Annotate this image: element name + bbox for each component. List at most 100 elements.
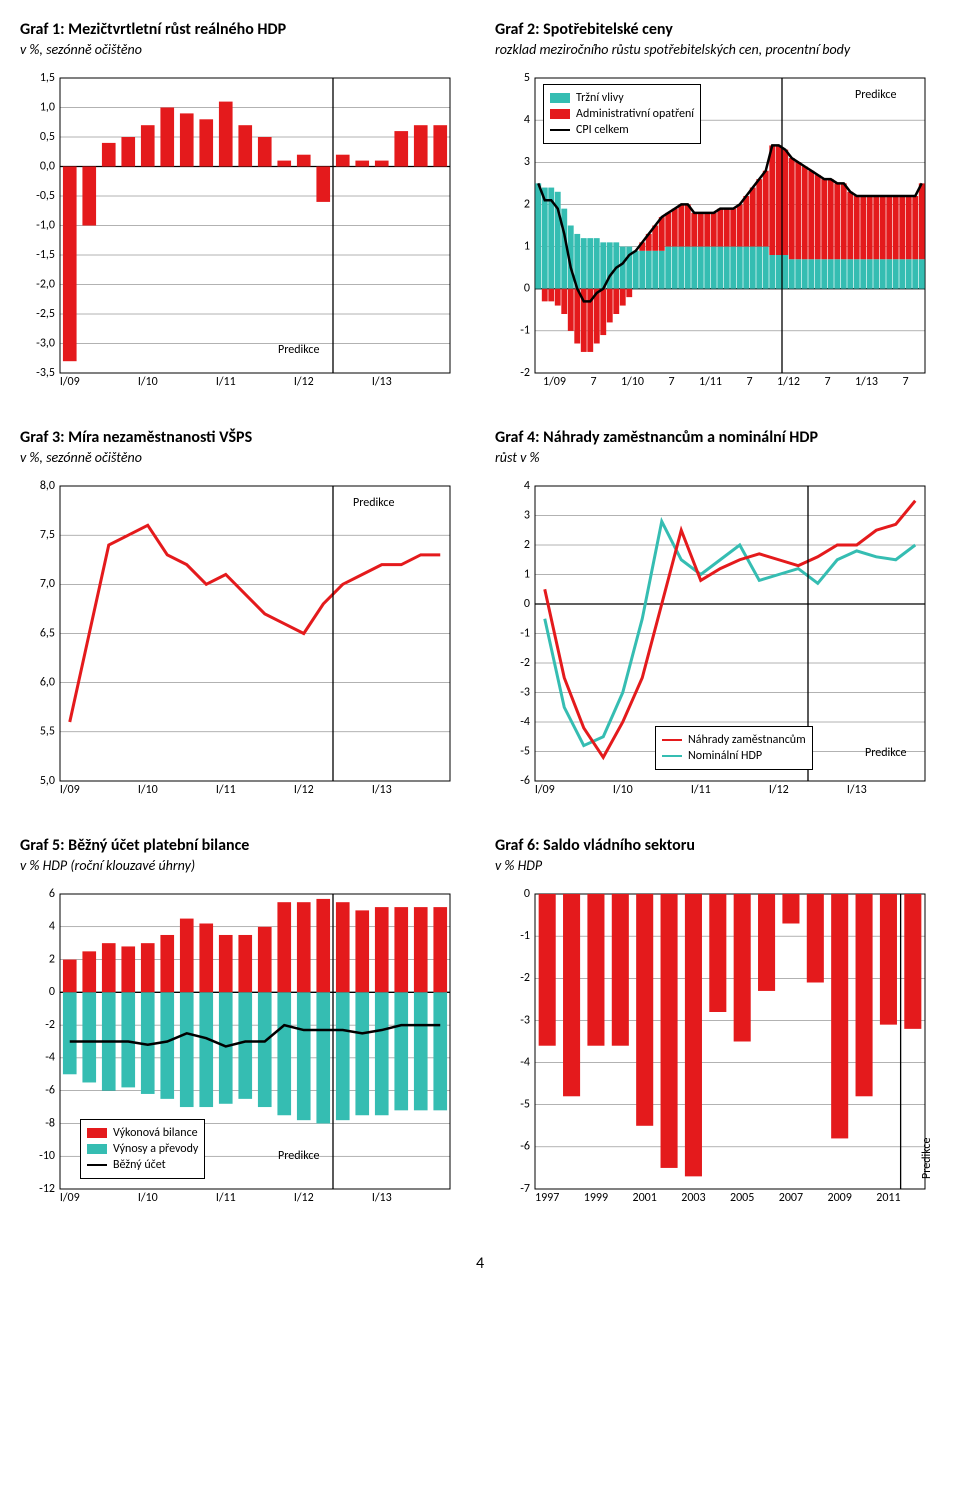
legend-line-black	[550, 129, 570, 131]
svg-text:7,5: 7,5	[40, 528, 55, 542]
chart-5-plot: -12-10-8-6-4-20246I/09I/10I/11I/12I/13 V…	[20, 884, 465, 1214]
svg-text:0: 0	[524, 887, 530, 901]
svg-text:1/11: 1/11	[699, 375, 722, 389]
svg-text:I/11: I/11	[216, 375, 236, 389]
svg-text:6: 6	[49, 887, 55, 901]
legend-line-black	[87, 1164, 107, 1166]
chart-3-predikce-label: Predikce	[353, 496, 394, 510]
svg-text:7: 7	[590, 375, 596, 389]
svg-text:I/11: I/11	[216, 783, 236, 797]
legend-swatch-teal	[550, 93, 570, 103]
svg-text:I/12: I/12	[294, 1191, 314, 1205]
legend-label-nahrady: Náhrady zaměstnancům	[688, 733, 806, 747]
svg-text:-1: -1	[520, 929, 530, 943]
svg-text:7: 7	[902, 375, 908, 389]
svg-text:-6: -6	[520, 1140, 530, 1154]
svg-text:3: 3	[524, 155, 530, 169]
svg-text:-7: -7	[520, 1182, 530, 1196]
legend-label-nominal: Nominální HDP	[688, 749, 762, 763]
svg-text:1/13: 1/13	[855, 375, 878, 389]
svg-text:-3,5: -3,5	[36, 366, 55, 380]
chart-2-subtitle: rozklad meziročního růstu spotřebitelský…	[495, 41, 940, 58]
svg-text:1/09: 1/09	[543, 375, 566, 389]
chart-4-subtitle: růst v %	[495, 449, 940, 466]
svg-text:0: 0	[524, 597, 530, 611]
chart-5-cell: Graf 5: Běžný účet platební bilance v % …	[20, 836, 465, 1214]
chart-4-title: Graf 4: Náhrady zaměstnancům a nominální…	[495, 428, 940, 447]
svg-text:8,0: 8,0	[40, 479, 55, 493]
legend-item-bezny: Běžný účet	[87, 1158, 198, 1172]
chart-2-title: Graf 2: Spotřebitelské ceny	[495, 20, 940, 39]
chart-1-predikce-label: Predikce	[278, 343, 319, 357]
legend-item-nominal: Nominální HDP	[662, 749, 806, 763]
svg-text:-4: -4	[520, 715, 530, 729]
legend-item-vynos: Výnosy a převody	[87, 1142, 198, 1156]
legend-item-admin: Administrativní opatření	[550, 107, 694, 121]
legend-swatch-teal	[87, 1144, 107, 1154]
chart-3-title: Graf 3: Míra nezaměstnanosti VŠPS	[20, 428, 465, 447]
svg-text:-0,5: -0,5	[36, 189, 55, 203]
svg-text:I/12: I/12	[769, 783, 789, 797]
chart-1-plot: -3,5-3,0-2,5-2,0-1,5-1,0-0,50,00,51,01,5…	[20, 68, 465, 398]
svg-text:2: 2	[524, 197, 530, 211]
svg-text:-2: -2	[45, 1018, 55, 1032]
legend-item-nahrady: Náhrady zaměstnancům	[662, 733, 806, 747]
svg-text:I/13: I/13	[372, 1191, 392, 1205]
chart-6-subtitle: v % HDP	[495, 857, 940, 874]
svg-text:-6: -6	[520, 774, 530, 788]
legend-label-admin: Administrativní opatření	[576, 107, 694, 121]
svg-text:-8: -8	[45, 1116, 55, 1130]
svg-text:-5: -5	[520, 744, 530, 758]
svg-text:-1,5: -1,5	[36, 248, 55, 262]
svg-text:I/10: I/10	[613, 783, 633, 797]
svg-text:6,0: 6,0	[40, 676, 55, 690]
svg-text:I/09: I/09	[60, 1191, 80, 1205]
svg-text:-3,0: -3,0	[36, 336, 55, 350]
chart-5-predikce-label: Predikce	[278, 1149, 319, 1163]
chart-6-plot: -7-6-5-4-3-2-101997199920012003200520072…	[495, 884, 940, 1214]
svg-text:7,0: 7,0	[40, 577, 55, 591]
svg-text:0,0: 0,0	[40, 159, 55, 173]
page-number: 4	[20, 1254, 940, 1273]
legend-label-cpi: CPI celkem	[576, 123, 629, 137]
svg-text:-2,5: -2,5	[36, 307, 55, 321]
chart-2-cell: Graf 2: Spotřebitelské ceny rozklad mezi…	[495, 20, 940, 398]
svg-text:-1,0: -1,0	[36, 218, 55, 232]
svg-text:7: 7	[668, 375, 674, 389]
chart-5-subtitle: v % HDP (roční klouzavé úhrny)	[20, 857, 465, 874]
svg-text:1,0: 1,0	[40, 100, 55, 114]
svg-text:2009: 2009	[828, 1191, 852, 1205]
svg-text:7: 7	[824, 375, 830, 389]
chart-5-legend: Výkonová bilance Výnosy a převody Běžný …	[80, 1119, 205, 1179]
chart-4-cell: Graf 4: Náhrady zaměstnancům a nominální…	[495, 428, 940, 806]
svg-text:-12: -12	[39, 1182, 55, 1196]
svg-text:5: 5	[524, 71, 530, 85]
svg-text:3: 3	[524, 508, 530, 522]
legend-label-vynos: Výnosy a převody	[113, 1142, 198, 1156]
svg-text:2005: 2005	[730, 1191, 754, 1205]
svg-text:-2: -2	[520, 971, 530, 985]
legend-line-red	[662, 739, 682, 741]
svg-text:I/13: I/13	[847, 783, 867, 797]
chart-4-predikce-label: Predikce	[865, 746, 906, 760]
svg-text:0: 0	[524, 282, 530, 296]
chart-1-title: Graf 1: Mezičtvrtletní růst reálného HDP	[20, 20, 465, 39]
legend-label-trzni: Tržní vlivy	[576, 91, 624, 105]
svg-text:-2: -2	[520, 366, 530, 380]
svg-text:2: 2	[524, 538, 530, 552]
svg-text:1/10: 1/10	[621, 375, 644, 389]
legend-item-vykon: Výkonová bilance	[87, 1126, 198, 1140]
svg-text:-5: -5	[520, 1098, 530, 1112]
svg-text:I/10: I/10	[138, 375, 158, 389]
svg-text:I/13: I/13	[372, 375, 392, 389]
svg-text:2007: 2007	[779, 1191, 803, 1205]
chart-3-plot: 5,05,56,06,57,07,58,0I/09I/10I/11I/12I/1…	[20, 476, 465, 806]
svg-text:4: 4	[524, 479, 530, 493]
legend-label-vykon: Výkonová bilance	[113, 1126, 198, 1140]
svg-text:1,5: 1,5	[40, 71, 55, 85]
chart-4-legend: Náhrady zaměstnancům Nominální HDP	[655, 726, 813, 770]
chart-4-plot: -6-5-4-3-2-101234I/09I/10I/11I/12I/13 Ná…	[495, 476, 940, 806]
svg-text:1999: 1999	[584, 1191, 608, 1205]
legend-item-trzni: Tržní vlivy	[550, 91, 694, 105]
svg-text:-6: -6	[45, 1084, 55, 1098]
